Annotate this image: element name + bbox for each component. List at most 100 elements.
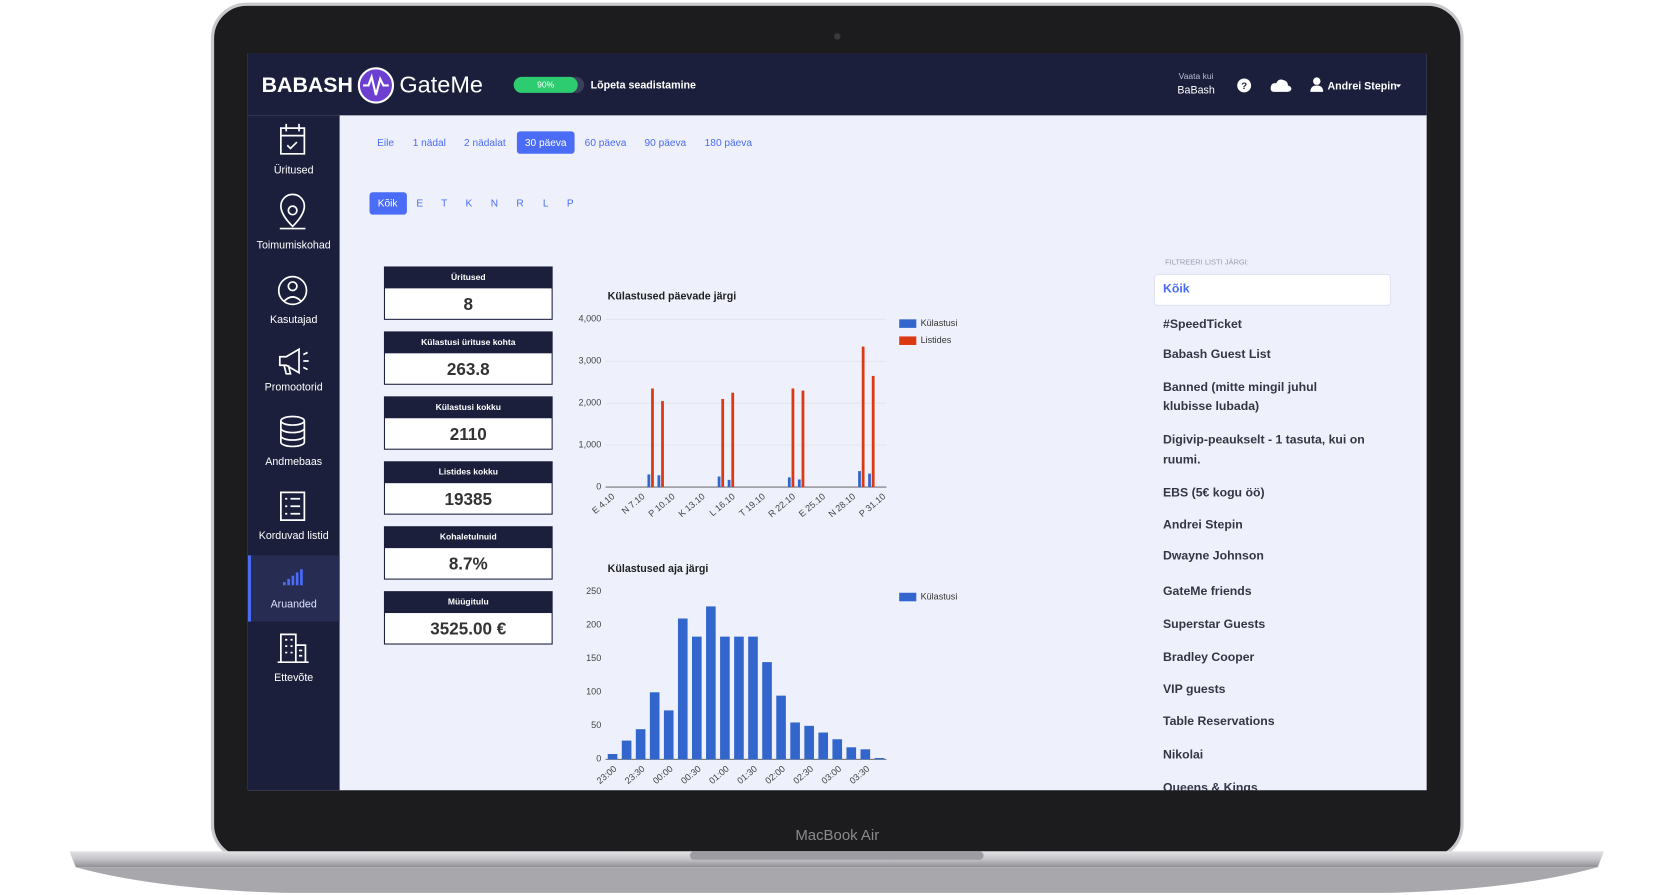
sidebar-item[interactable]: Andmebaas (265, 456, 322, 468)
period-option[interactable]: Eile (377, 138, 394, 149)
bar (635, 729, 646, 760)
period-option[interactable]: 30 päeva (525, 138, 567, 149)
filter-item[interactable]: EBS (5€ kogu öö) (1163, 486, 1265, 500)
stat-label: Külastusi kokku (436, 402, 501, 412)
filter-item[interactable]: Table Reservations (1163, 714, 1275, 728)
day-option[interactable]: R (516, 199, 523, 210)
period-option[interactable]: 60 päeva (585, 138, 627, 149)
filter-item[interactable]: GateMe friends (1163, 584, 1252, 598)
y-tick-label: 200 (586, 620, 601, 630)
bar (621, 740, 632, 760)
laptop-notch (689, 851, 984, 860)
sidebar-item[interactable]: Promootorid (265, 382, 323, 394)
setup-link[interactable]: Lõpeta seadistamine (591, 79, 696, 91)
period-option[interactable]: 2 nädalat (464, 138, 506, 149)
bar (858, 471, 861, 488)
bar (801, 390, 805, 488)
bar (717, 476, 721, 488)
sidebar-item[interactable]: Ettevõte (274, 672, 313, 684)
view-as[interactable]: BaBash (1177, 85, 1214, 97)
logo-wave (363, 73, 389, 96)
stat-card-header (384, 461, 553, 484)
filter-item[interactable]: Dwayne Johnson (1163, 549, 1264, 563)
y-tick-label: 100 (586, 687, 601, 697)
day-active[interactable] (369, 192, 407, 215)
filter-item[interactable]: ruumi. (1163, 453, 1200, 467)
filter-item[interactable]: Babash Guest List (1163, 347, 1271, 361)
stat-card-header (384, 591, 553, 614)
help-label: ? (1241, 81, 1247, 92)
filter-selected[interactable]: Kõik (1163, 282, 1190, 296)
sidebar-icon (280, 491, 306, 521)
day-option[interactable]: N (491, 199, 498, 210)
y-tick-label: 0 (596, 754, 601, 764)
user-icon (1313, 77, 1321, 85)
y-tick-label: 4,000 (579, 314, 602, 324)
filter-item[interactable]: #SpeedTicket (1163, 317, 1242, 331)
filter-item[interactable]: Digivip-peaukselt - 1 tasuta, kui on (1163, 432, 1365, 446)
filter-item[interactable]: Andrei Stepin (1163, 518, 1243, 532)
filter-heading: FILTREERI LISTI JÄRGI: (1165, 258, 1249, 267)
sidebar-item[interactable]: Üritused (274, 165, 314, 177)
stat-label: Üritused (451, 272, 486, 282)
sidebar-icon (280, 123, 306, 155)
sidebar-active (247, 555, 340, 622)
bar (647, 474, 651, 488)
bar (868, 473, 871, 488)
cloud-icon[interactable] (1270, 79, 1292, 92)
bar (790, 722, 800, 760)
legend-swatch (899, 592, 917, 602)
sidebar-icon (280, 415, 306, 448)
screen: BABASH GateMe 90% Lõpeta seadistamine Va… (247, 53, 1427, 794)
sidebar-item[interactable]: Aruanded (271, 598, 317, 610)
filter-item[interactable]: Banned (mitte mingil juhul (1163, 380, 1317, 394)
y-tick-label: 50 (591, 720, 601, 730)
period-option[interactable]: 180 päeva (705, 138, 753, 149)
bar (748, 636, 758, 760)
filter-item[interactable]: Bradley Cooper (1163, 650, 1255, 664)
sidebar-icon (287, 578, 290, 586)
bar (706, 606, 716, 760)
day-option[interactable]: Kõik (378, 199, 399, 210)
bar (649, 692, 660, 760)
progress-label: 90% (537, 80, 554, 90)
day-option[interactable]: T (441, 199, 447, 210)
filter-item[interactable]: Queens & Kings (1163, 780, 1258, 794)
chart-title: Külastused aja järgi (608, 563, 709, 575)
bar (787, 477, 791, 488)
day-option[interactable]: K (465, 199, 472, 210)
sidebar-icon (277, 633, 309, 664)
bar (731, 392, 735, 488)
sidebar-item[interactable]: Korduvad listid (259, 530, 329, 542)
y-tick-label: 2,000 (579, 398, 602, 408)
sidebar-item[interactable]: Kasutajad (270, 314, 317, 326)
selected-filter-box[interactable] (1153, 273, 1392, 306)
camera (834, 33, 841, 40)
period-active[interactable] (516, 131, 575, 154)
caret (1395, 84, 1402, 88)
bar (651, 388, 654, 488)
y-tick-label: 3,000 (579, 356, 602, 366)
period-option[interactable]: 90 päeva (644, 138, 686, 149)
day-option[interactable]: P (567, 199, 574, 210)
bar (874, 758, 885, 760)
user-menu[interactable]: Andrei Stepin (1327, 80, 1396, 92)
bar (860, 749, 871, 760)
period-option[interactable]: 1 nädal (413, 138, 446, 149)
day-option[interactable]: L (543, 199, 549, 210)
stat-label: Kohaletulnuid (440, 532, 497, 542)
filter-item[interactable]: Nikolai (1163, 747, 1203, 761)
sidebar (247, 115, 340, 791)
sidebar-item[interactable]: Toimumiskohad (257, 239, 331, 251)
help-icon[interactable] (1237, 78, 1252, 93)
day-option[interactable]: E (416, 199, 423, 210)
y-tick-label: 150 (586, 653, 601, 663)
filter-item[interactable]: VIP guests (1163, 682, 1226, 696)
filter-item[interactable]: Superstar Guests (1163, 617, 1265, 631)
user-icon-body (1310, 85, 1324, 92)
bar (607, 753, 618, 760)
filter-item[interactable]: klubisse lubada) (1163, 399, 1259, 413)
sidebar-icon (291, 575, 295, 586)
bar (657, 475, 661, 488)
